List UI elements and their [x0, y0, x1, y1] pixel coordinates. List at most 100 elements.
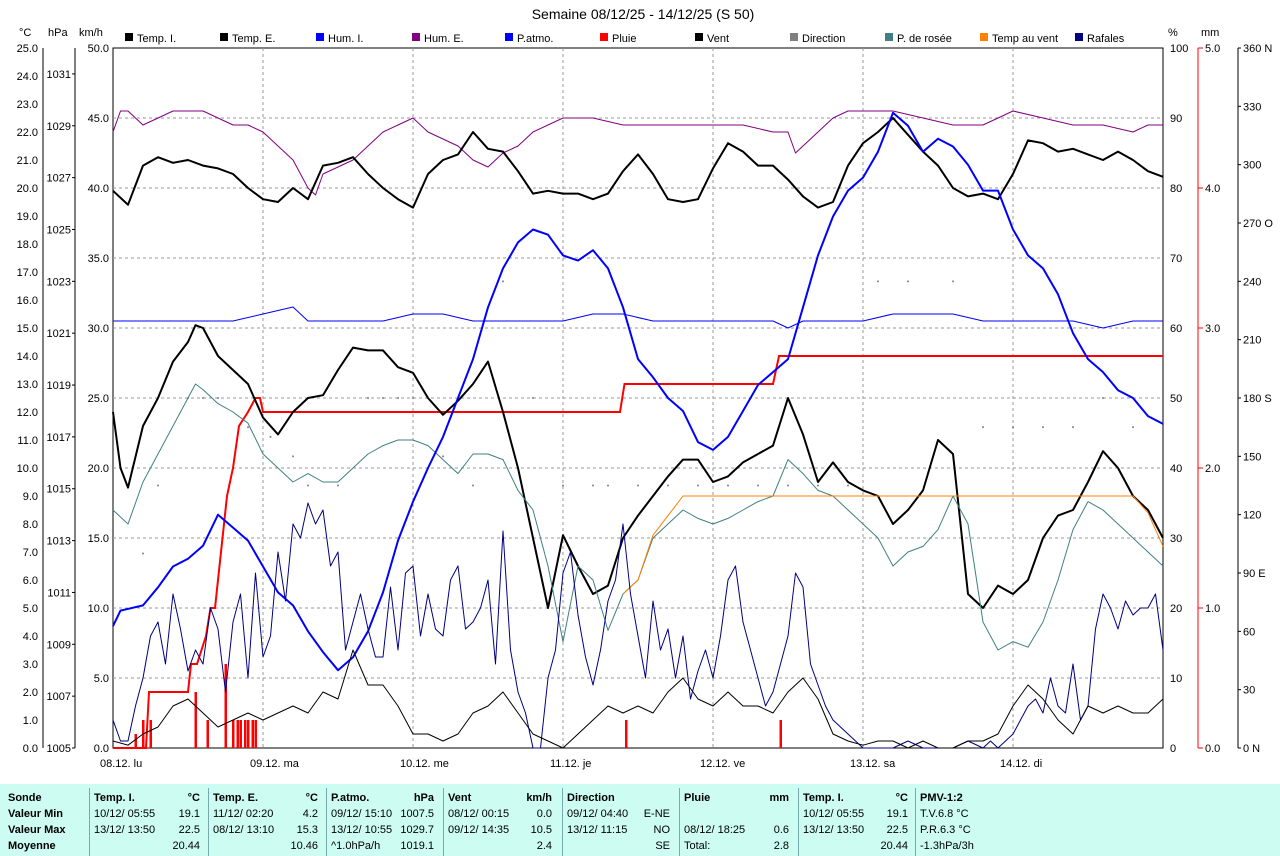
direction-point — [1012, 426, 1014, 429]
pressure-tick-label: 1031 — [47, 69, 71, 81]
direction-tick-label: 120 — [1243, 510, 1261, 522]
stats-column-divider — [915, 788, 916, 856]
direction-point — [142, 552, 144, 555]
stats-column-header: P.atmo. — [331, 792, 370, 804]
direction-point — [157, 484, 159, 487]
direction-point — [292, 455, 294, 458]
direction-point — [817, 484, 819, 487]
direction-tick-label: 0 N — [1243, 743, 1260, 755]
stats-max-time: 08/12/ 13:10 — [213, 824, 275, 836]
wind-tick-label: 10.0 — [88, 603, 109, 615]
series-line-p-atmo — [112, 111, 1164, 672]
rain-bar — [779, 720, 782, 748]
series-line-hum-i — [113, 306, 1163, 329]
stats-avg-note: ^1.0hPa/h — [331, 840, 381, 852]
direction-point — [727, 484, 729, 487]
rain-bar — [236, 720, 239, 748]
temp-tick-label: 11.0 — [17, 435, 38, 447]
direction-tick-label: 90 E — [1243, 568, 1266, 580]
legend-label: Temp. E. — [232, 33, 275, 45]
legend-swatch — [125, 33, 133, 41]
rain-bar — [134, 734, 137, 748]
x-axis: 08.12. lu 09.12. ma 10.12. me 11.12. je 12.1… — [100, 758, 1042, 770]
pmv-line: T.V.6.8 °C — [920, 808, 969, 820]
direction-point — [877, 280, 879, 283]
direction-point — [337, 484, 339, 487]
series-line-temp-i — [112, 117, 1164, 209]
direction-point — [472, 484, 474, 487]
right-axes: 0 10 20 30 40 50 60 70 80 90 100 0.0 1.0 2.0 3.0 4.0 5.0… — [1170, 43, 1273, 755]
humidity-tick-label: 30 — [1170, 533, 1182, 545]
stats-min-time: 10/12/ 05:55 — [803, 808, 865, 820]
legend-label: P. de rosée — [897, 33, 952, 45]
legend-swatch — [695, 33, 703, 41]
humidity-tick-label: 60 — [1170, 323, 1182, 335]
rain-tick-label: 1.0 — [1205, 603, 1220, 615]
temp-tick-label: 2.0 — [23, 687, 38, 699]
stats-avg-value: 10.46 — [290, 840, 318, 852]
rain-bar — [625, 720, 628, 748]
direction-point — [442, 455, 444, 458]
legend-swatch — [412, 33, 420, 41]
humidity-tick-label: 100 — [1170, 43, 1188, 55]
direction-tick-label: 330 — [1243, 101, 1261, 113]
x-day-label: 09.12. ma — [250, 758, 300, 770]
wind-tick-label: 35.0 — [88, 253, 109, 265]
direction-point — [1102, 397, 1104, 399]
pmv-line: P.R.6.3 °C — [920, 824, 971, 836]
legend-label: Temp au vent — [992, 33, 1058, 45]
axis-unit-headers: °C hPa km/h% mm — [19, 27, 1219, 39]
stats-max-time: 08/12/ 18:25 — [684, 824, 746, 836]
stats-min-time: 09/12/ 15:10 — [331, 808, 393, 820]
temp-tick-label: 13.0 — [17, 379, 38, 391]
stats-row-label: Sonde — [8, 792, 42, 804]
rain-bar — [224, 664, 227, 748]
temp-tick-label: 24.0 — [17, 71, 38, 83]
gridlines — [113, 48, 1163, 748]
rain-tick-label: 4.0 — [1205, 183, 1220, 195]
stats-max-value: 1029.7 — [400, 824, 434, 836]
stats-panel: Sonde Valeur Min Valeur Max Moyenne Temp. I.… — [0, 784, 1280, 856]
stats-min-time: 11/12/ 02:20 — [213, 808, 274, 820]
rain-unit: mm — [1201, 27, 1219, 39]
pressure-tick-label: 1005 — [47, 743, 71, 755]
temp-tick-label: 1.0 — [23, 715, 38, 727]
temp-tick-label: 23.0 — [17, 99, 38, 111]
direction-tick-label: 210 — [1243, 335, 1261, 347]
pressure-tick-label: 1015 — [47, 484, 71, 496]
stats-column-divider — [208, 788, 209, 856]
direction-point — [562, 484, 564, 487]
rain-bar — [206, 720, 209, 748]
stats-max-value: 22.5 — [886, 824, 908, 836]
stats-column-divider — [798, 788, 799, 856]
direction-point — [217, 397, 219, 399]
wind-tick-label: 0.0 — [94, 743, 109, 755]
stats-min-time: 09/12/ 04:40 — [567, 808, 629, 820]
humidity-tick-label: 20 — [1170, 603, 1182, 615]
direction-point — [907, 280, 909, 283]
legend-label: Pluie — [612, 33, 636, 45]
weather-chart: Semaine 08/12/25 - 14/12/25 (S 50) Temp.… — [17, 6, 1274, 770]
temp-tick-label: 16.0 — [17, 295, 38, 307]
direction-tick-label: 60 — [1243, 626, 1255, 638]
stats-max-time: 09/12/ 14:35 — [448, 824, 510, 836]
left-axes: 0.0 1.0 2.0 3.0 4.0 5.0 6.0 7.0 8.0 9.0 10.0 11.0 12… — [17, 43, 109, 755]
direction-tick-label: 270 O — [1243, 218, 1273, 230]
stats-avg-value: SE — [655, 840, 670, 852]
pmv-header: PMV-1:2 — [920, 792, 963, 804]
legend-label: Hum. I. — [328, 33, 363, 45]
pressure-tick-label: 1007 — [47, 691, 71, 703]
stats-avg-value: 20.44 — [880, 840, 908, 852]
stats-max-time: 13/12/ 11:15 — [567, 824, 628, 836]
wind-tick-label: 5.0 — [94, 673, 109, 685]
direction-point — [247, 426, 249, 429]
series-line-vent — [112, 649, 1164, 749]
stats-avg-value: 1019.1 — [400, 840, 434, 852]
x-day-label: 08.12. lu — [100, 758, 142, 770]
pressure-tick-label: 1011 — [47, 587, 71, 599]
stats-avg-value: 2.4 — [536, 840, 552, 852]
stats-column-header: Temp. I. — [803, 792, 844, 804]
legend: Temp. I. Temp. E. Hum. I. Hum. E. P.atmo. Plu… — [125, 33, 1125, 45]
legend-label: Rafales — [1087, 33, 1125, 45]
temp-unit: °C — [19, 27, 31, 39]
